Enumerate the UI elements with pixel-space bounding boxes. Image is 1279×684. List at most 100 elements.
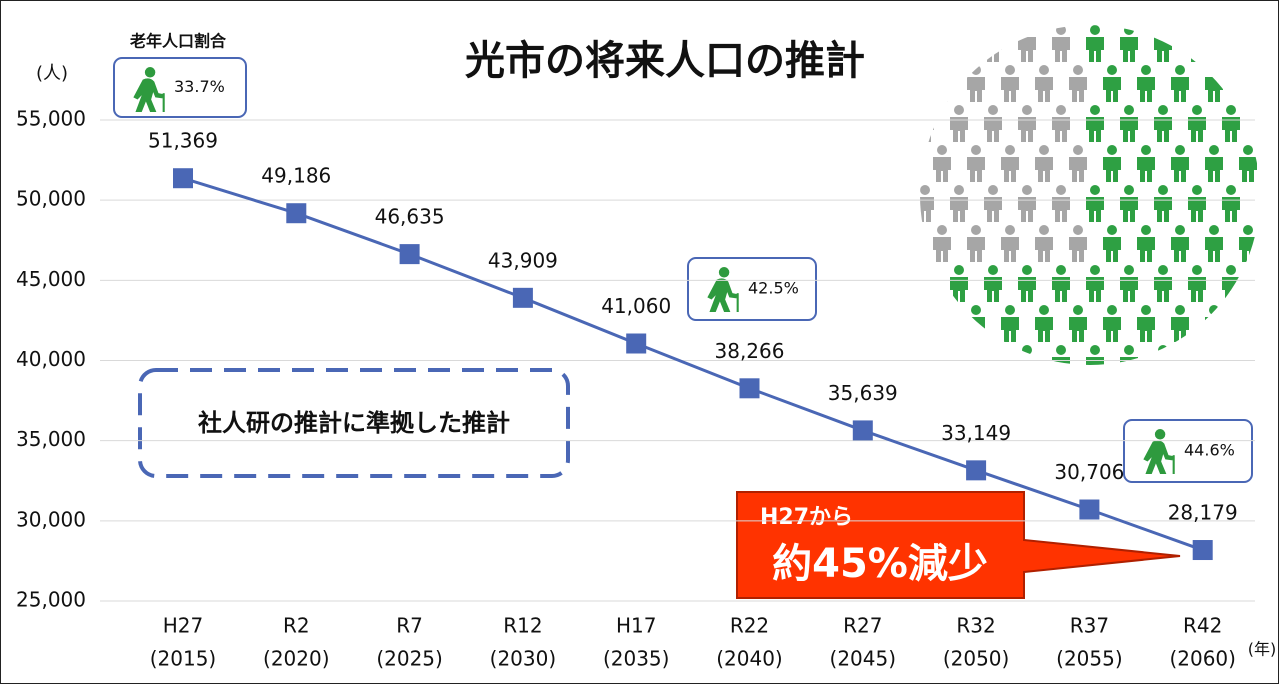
x-tick-label: (2055) (1056, 647, 1123, 671)
person-head (1192, 265, 1202, 275)
person-head (1175, 225, 1185, 235)
person-head (1090, 185, 1100, 195)
person-head (1141, 225, 1151, 235)
person-head (1107, 65, 1117, 75)
person-head (1056, 105, 1066, 115)
y-unit: (人) (36, 63, 68, 84)
chart-title: 光市の将来人口の推計 (465, 38, 865, 84)
person-head (1107, 305, 1117, 315)
person-head (1073, 305, 1083, 315)
x-tick-label: R12 (503, 614, 542, 638)
person-head (971, 145, 981, 155)
person-head (1141, 65, 1151, 75)
person-head (1209, 225, 1219, 235)
person-head (1192, 105, 1202, 115)
person-head (1073, 145, 1083, 155)
x-tick-label: (2045) (830, 647, 897, 671)
marker (1193, 540, 1213, 560)
y-tick-label: 35,000 (16, 427, 86, 451)
person-head (1056, 265, 1066, 275)
value-label: 33,149 (941, 421, 1011, 445)
person-head (954, 105, 964, 115)
person-head (1039, 225, 1049, 235)
person-head (1022, 265, 1032, 275)
y-tick-label: 25,000 (16, 588, 86, 612)
person-head (1226, 105, 1236, 115)
x-tick-label: (2035) (603, 647, 670, 671)
marker (853, 420, 873, 440)
note: 社人研の推計に準拠した推計 (198, 409, 510, 437)
x-tick-label: R32 (956, 614, 995, 638)
person-head (1141, 305, 1151, 315)
person-head (1243, 145, 1253, 155)
value-label: 46,635 (375, 205, 445, 229)
x-tick-label: R42 (1183, 614, 1222, 638)
x-unit: (年) (1248, 640, 1277, 659)
y-tick-label: 30,000 (16, 507, 86, 531)
callout-line: 約45%減少 (772, 541, 988, 587)
marker (966, 460, 986, 480)
person-head (1243, 225, 1253, 235)
person-head (1056, 345, 1066, 355)
x-tick-label: (2015) (150, 647, 217, 671)
person-head (937, 225, 947, 235)
person-head (1158, 265, 1168, 275)
ratio-label: 42.5% (748, 279, 799, 298)
x-tick-label: (2020) (263, 647, 330, 671)
person-head (1090, 25, 1100, 35)
ratio-label: 33.7% (174, 77, 225, 96)
person-head (1107, 145, 1117, 155)
person-head (1158, 105, 1168, 115)
person-head (971, 225, 981, 235)
x-tick-label: (2030) (490, 647, 557, 671)
x-tick-label: H17 (616, 614, 657, 638)
y-tick-label: 45,000 (16, 267, 86, 291)
person-head (1090, 345, 1100, 355)
x-tick-label: (2050) (943, 647, 1010, 671)
x-tick-label: (2040) (716, 647, 783, 671)
value-label: 43,909 (488, 248, 558, 272)
person-head (954, 265, 964, 275)
value-label: 35,639 (828, 381, 898, 405)
marker (173, 168, 193, 188)
marker (400, 244, 420, 264)
person-head (1039, 65, 1049, 75)
ratio-heading: 老年人口割合 (129, 32, 227, 51)
x-tick-label: R2 (283, 614, 310, 638)
person-head (1073, 225, 1083, 235)
person-head (1039, 305, 1049, 315)
value-label: 28,179 (1168, 501, 1238, 525)
person-head (1158, 185, 1168, 195)
person-head (1175, 305, 1185, 315)
person-head (988, 265, 998, 275)
chart: 光市の将来人口の推計 (人) (年) 老年人口割合 社人研の推計に準拠した推計 … (0, 0, 1279, 684)
marker (286, 203, 306, 223)
person-head (1124, 105, 1134, 115)
x-tick-label: R22 (730, 614, 769, 638)
person-head (1022, 105, 1032, 115)
circle-bg (920, 25, 1260, 365)
marker (626, 334, 646, 354)
person-head (1209, 145, 1219, 155)
value-label: 51,369 (148, 129, 218, 153)
person-head (1090, 105, 1100, 115)
value-label: 41,060 (601, 294, 671, 318)
value-label: 38,266 (715, 339, 785, 363)
person-head (1226, 265, 1236, 275)
person-head (988, 105, 998, 115)
person-head (971, 305, 981, 315)
y-tick-label: 55,000 (16, 107, 86, 131)
y-tick-label: 40,000 (16, 347, 86, 371)
ratio-label: 44.6% (1184, 441, 1235, 460)
person-head (988, 185, 998, 195)
person-head (1005, 145, 1015, 155)
person-head (1090, 265, 1100, 275)
y-tick-label: 50,000 (16, 187, 86, 211)
person-head (920, 185, 930, 195)
person-head (1107, 225, 1117, 235)
x-tick-label: R27 (843, 614, 882, 638)
value-label: 49,186 (261, 164, 331, 188)
marker (740, 378, 760, 398)
person-head (1022, 185, 1032, 195)
person-head (1141, 145, 1151, 155)
